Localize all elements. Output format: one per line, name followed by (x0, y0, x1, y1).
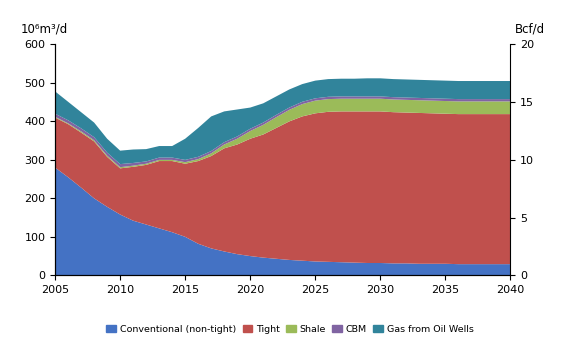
Text: 10⁶m³/d: 10⁶m³/d (21, 22, 68, 35)
Legend: Conventional (non-tight), Tight, Shale, CBM, Gas from Oil Wells: Conventional (non-tight), Tight, Shale, … (103, 321, 477, 337)
Text: Bcf/d: Bcf/d (514, 22, 545, 35)
